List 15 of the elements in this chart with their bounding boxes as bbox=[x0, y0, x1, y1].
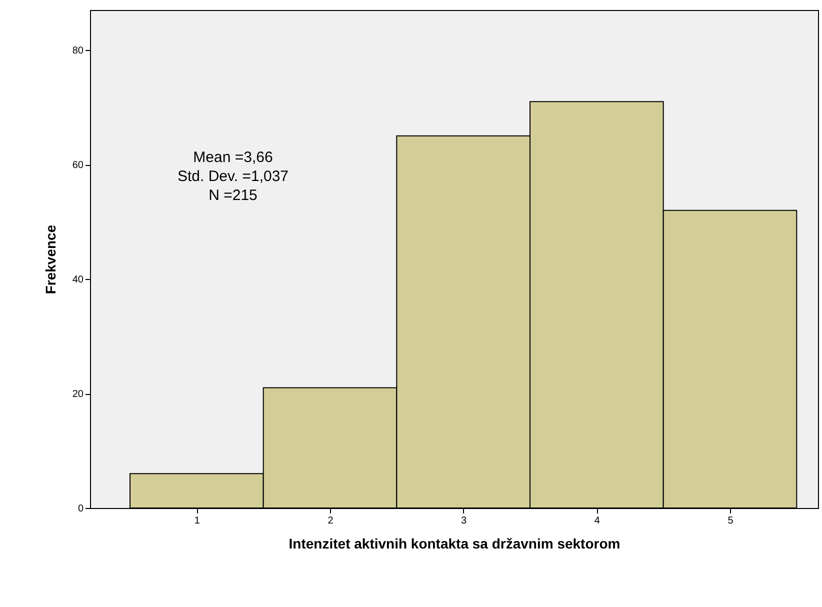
x-tick-label: 1 bbox=[194, 516, 200, 526]
y-tick-label: 40 bbox=[72, 274, 84, 286]
annotation: Std. Dev. =1,037 bbox=[177, 168, 289, 185]
x-tick-label: 4 bbox=[594, 516, 600, 526]
x-axis-title: Intenzitet aktivnih kontakta sa državnim sektorom bbox=[288, 536, 620, 552]
x-tick-label: 5 bbox=[728, 516, 734, 526]
y-tick-label: 20 bbox=[72, 389, 84, 400]
y-tick-label: 60 bbox=[72, 160, 84, 172]
x-tick-label: 3 bbox=[461, 516, 468, 526]
annotation: N =215 bbox=[208, 187, 258, 204]
x-tick-label: 2 bbox=[328, 516, 334, 526]
y-tick-label: 80 bbox=[72, 46, 84, 57]
y-axis-title: Frekvence bbox=[42, 224, 58, 294]
y-tick-label: 0 bbox=[78, 504, 84, 514]
annotation: Mean =3,66 bbox=[193, 149, 273, 166]
